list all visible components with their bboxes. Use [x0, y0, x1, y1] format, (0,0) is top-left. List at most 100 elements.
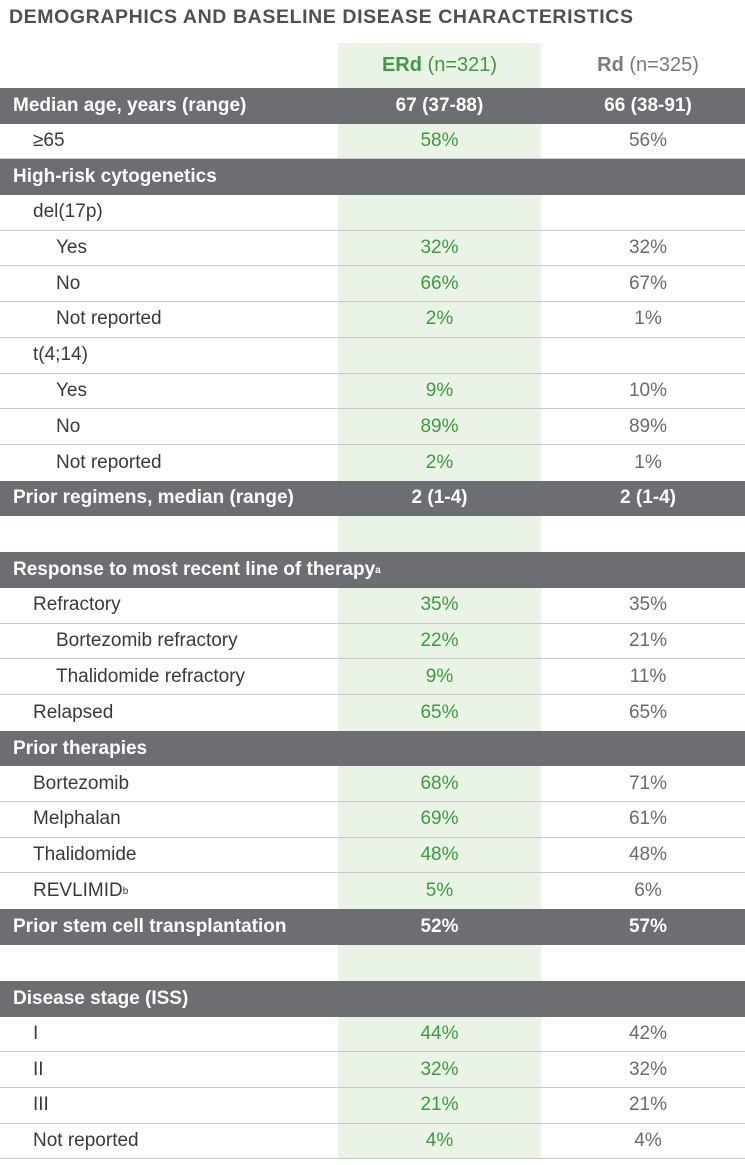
erd-value: 21%	[420, 1094, 459, 1116]
row-label: Yes	[56, 237, 87, 259]
erd-value: 67 (37-88)	[395, 94, 484, 116]
erd-value: 22%	[420, 629, 459, 651]
rd-value: 57%	[628, 915, 668, 937]
rd-value: 11%	[629, 665, 667, 687]
table-row: Relapsed 65% 65%	[0, 695, 745, 731]
row-label: Melphalan	[33, 808, 121, 830]
table-row: Thalidomide 48% 48%	[0, 838, 745, 874]
row-label: Median age, years (range)	[13, 94, 247, 116]
rd-value: 10%	[628, 379, 668, 401]
row-label: Not reported	[56, 308, 162, 330]
rd-value: 32%	[628, 237, 668, 259]
rd-value: 21%	[628, 1094, 668, 1116]
footnote-marker: a	[375, 564, 381, 576]
erd-column-header: ERd (n=321)	[338, 43, 541, 88]
table-row: Yes 32% 32%	[0, 231, 745, 267]
row-label: del(17p)	[33, 201, 103, 223]
erd-value: 9%	[425, 665, 454, 687]
rd-value: 67%	[628, 272, 668, 294]
row-label: Disease stage (ISS)	[13, 987, 189, 1009]
table-row-section: Disease stage (ISS)	[0, 980, 745, 1017]
table-row: Not reported 2% 1%	[0, 445, 745, 481]
erd-value: 2%	[425, 308, 454, 330]
table-row: t(4;14)	[0, 338, 745, 374]
erd-value: 2%	[425, 451, 454, 473]
table-row: Not reported 4% 4%	[0, 1124, 745, 1160]
spacer-row	[0, 945, 745, 981]
table-row: del(17p)	[0, 195, 745, 231]
rd-value: 2 (1-4)	[620, 487, 676, 509]
table-row-section: Prior stem cell transplantation 52% 57%	[0, 909, 745, 945]
row-label: Thalidomide	[33, 844, 137, 866]
table-row: Not reported 2% 1%	[0, 302, 745, 338]
rd-column-header: Rd (n=325)	[551, 43, 745, 88]
row-label: I	[33, 1022, 39, 1044]
rd-value: 66 (38-91)	[604, 94, 692, 116]
row-label: Thalidomide refractory	[56, 665, 246, 687]
erd-value: 48%	[420, 844, 459, 866]
erd-value: 65%	[420, 701, 459, 723]
table-row-section: Prior therapies	[0, 730, 745, 767]
table-row: No 89% 89%	[0, 409, 745, 445]
rd-value: 42%	[628, 1022, 668, 1044]
rd-value: 1%	[634, 451, 662, 473]
row-label: Not reported	[56, 451, 162, 473]
row-label: Refractory	[33, 594, 121, 616]
erd-value: 44%	[420, 1022, 459, 1044]
table-row: No 66% 67%	[0, 266, 745, 303]
rd-value: 32%	[628, 1058, 668, 1080]
row-label: Bortezomib	[33, 772, 130, 794]
spacer-row	[0, 516, 745, 552]
table-row: REVLIMID b 5% 6%	[0, 873, 745, 909]
erd-value: 5%	[425, 880, 454, 902]
table-row: Thalidomide refractory 9% 11%	[0, 659, 745, 695]
row-label: II	[33, 1058, 44, 1080]
row-label: High-risk cytogenetics	[13, 166, 217, 188]
row-label: Yes	[56, 379, 87, 401]
row-label: Not reported	[33, 1129, 139, 1151]
table-row-section: High-risk cytogenetics	[0, 159, 745, 196]
rd-value: 6%	[634, 880, 662, 902]
rd-value: 4%	[634, 1129, 662, 1151]
table-row: Melphalan 69% 61%	[0, 802, 745, 838]
row-label: Relapsed	[33, 701, 114, 723]
erd-column-highlight	[338, 43, 541, 1159]
erd-value: 52%	[420, 915, 459, 937]
table-row: Bortezomib refractory 22% 21%	[0, 624, 745, 660]
erd-value: 35%	[420, 594, 459, 616]
rd-value: 48%	[628, 844, 668, 866]
table-row: III 21% 21%	[0, 1088, 745, 1124]
rd-value: 71%	[628, 772, 668, 794]
rd-column-name: Rd	[597, 54, 624, 76]
table-row: ≥65 58% 56%	[0, 124, 745, 160]
row-label: t(4;14)	[33, 344, 88, 366]
table-row: Bortezomib 68% 71%	[0, 766, 745, 803]
rd-value: 61%	[628, 808, 668, 830]
rd-value: 56%	[628, 130, 668, 152]
table-row-section: Prior regimens, median (range) 2 (1-4) 2…	[0, 480, 745, 517]
rd-value: 89%	[628, 415, 668, 437]
rd-value: 1%	[634, 308, 662, 330]
table-row: Yes 9% 10%	[0, 374, 745, 410]
row-label: Prior therapies	[13, 737, 148, 759]
table-row-section: Response to most recent line of therapy a	[0, 552, 745, 588]
erd-value: 2 (1-4)	[411, 487, 468, 509]
row-label: Response to most recent line of therapy a	[13, 559, 381, 581]
characteristics-table: ERd (n=321) Rd (n=325) Median age, years…	[0, 43, 745, 1160]
erd-value: 89%	[420, 415, 459, 437]
erd-value: 68%	[420, 772, 459, 794]
row-label: Prior stem cell transplantation	[13, 915, 287, 937]
table-row: Refractory 35% 35%	[0, 588, 745, 624]
erd-value: 32%	[420, 237, 459, 259]
rd-column-n: (n=325)	[629, 54, 699, 76]
erd-column-name: ERd	[381, 54, 422, 76]
erd-value: 9%	[425, 379, 454, 401]
row-label: Bortezomib refractory	[56, 629, 238, 651]
table-row-section: Median age, years (range) 67 (37-88) 66 …	[0, 88, 745, 124]
footnote-marker: b	[122, 885, 129, 897]
row-label: Prior regimens, median (range)	[13, 487, 294, 509]
row-label: No	[56, 272, 81, 294]
table-row: I 44% 42%	[0, 1017, 745, 1053]
rd-value: 65%	[628, 701, 668, 723]
erd-column-n: (n=321)	[427, 54, 498, 76]
